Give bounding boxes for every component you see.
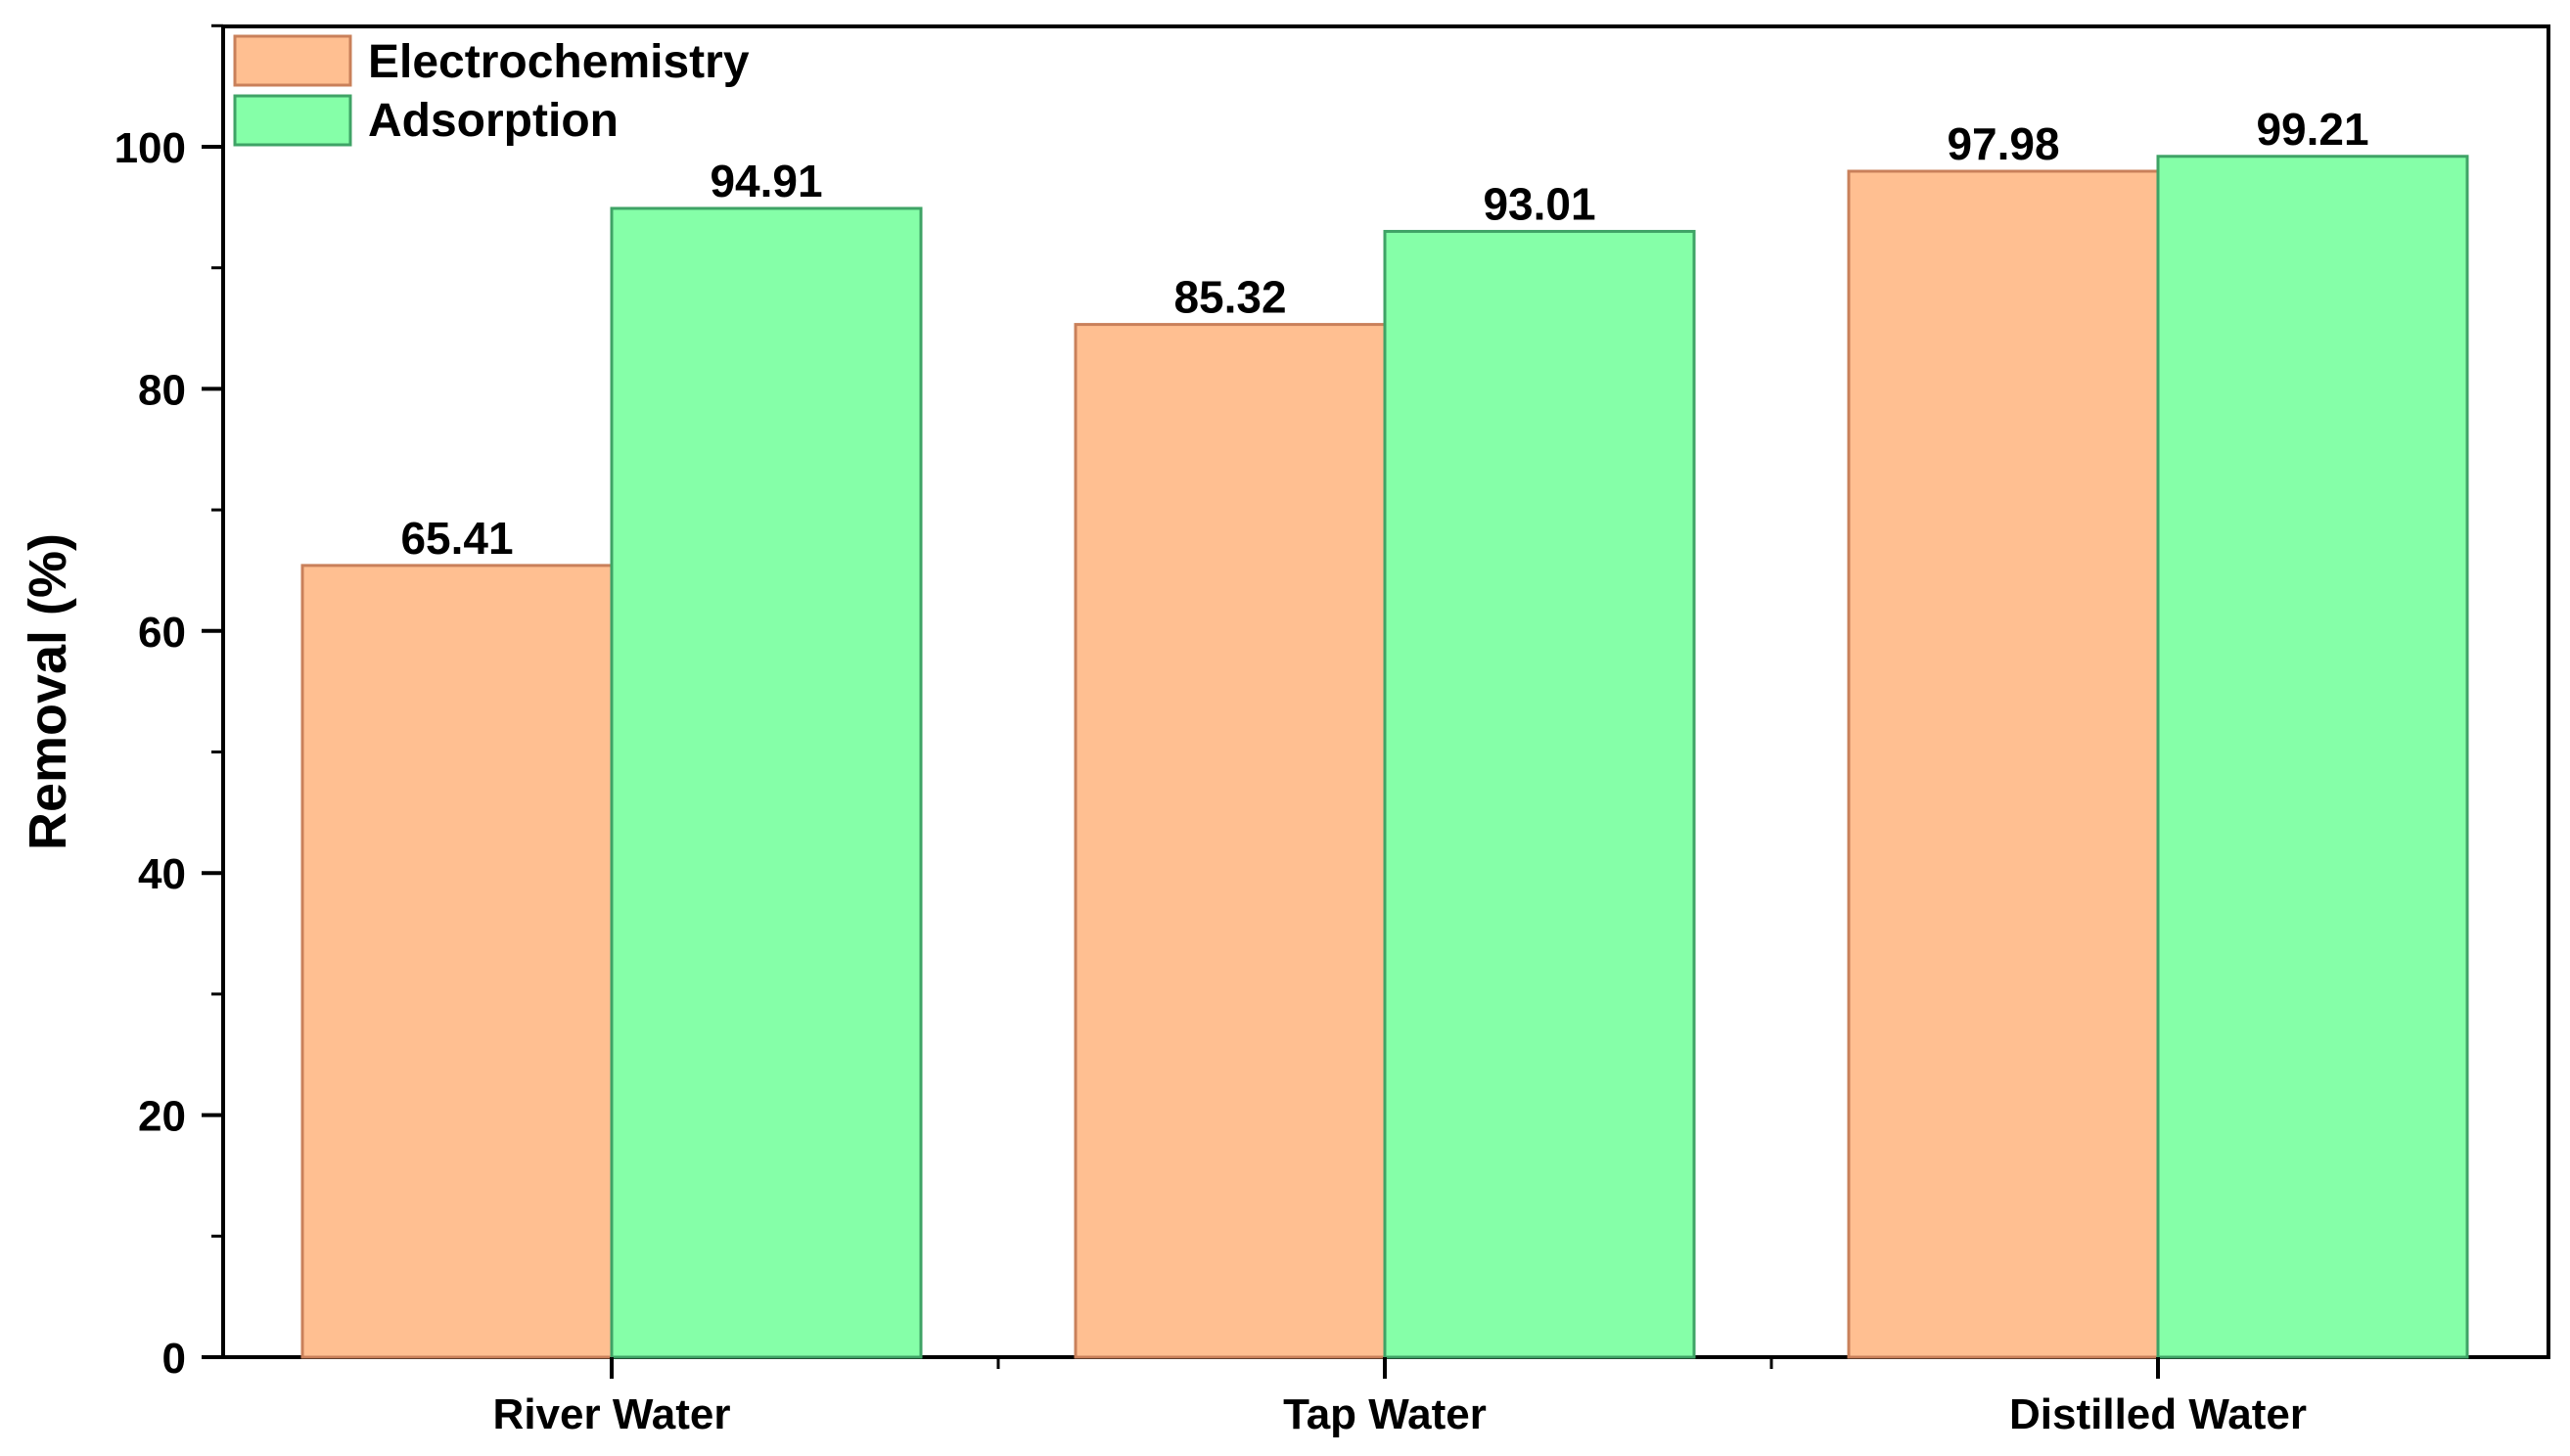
x-axis-ticks: River Water Tap Water Distilled Water	[493, 1357, 2307, 1438]
data-label: 94.91	[710, 156, 822, 206]
data-label: 85.32	[1173, 272, 1286, 323]
y-axis-title: Removal (%)	[19, 533, 77, 850]
data-label: 93.01	[1483, 178, 1595, 229]
bar-electrochemistry-distilled-water	[1847, 169, 2160, 1359]
data-label: 99.21	[2256, 104, 2368, 155]
legend-label-electrochemistry: Electrochemistry	[368, 36, 750, 88]
x-category-label: River Water	[493, 1390, 731, 1438]
legend-swatch-electrochemistry	[233, 34, 352, 87]
bar-adsorption-tap-water	[1383, 229, 1696, 1359]
bar-adsorption-distilled-water	[2156, 155, 2469, 1359]
legend-swatch-adsorption	[233, 94, 352, 147]
legend: Electrochemistry Adsorption	[233, 34, 750, 147]
y-tick-label: 100	[115, 124, 186, 172]
x-category-label: Tap Water	[1283, 1390, 1487, 1438]
bar-electrochemistry-river-water	[300, 564, 614, 1359]
bar-adsorption-river-water	[610, 206, 923, 1359]
y-tick-label: 20	[138, 1093, 186, 1141]
data-label: 97.98	[1947, 118, 2059, 169]
y-axis-ticks: 0 20 40 60 80 100	[115, 23, 223, 1383]
bar-electrochemistry-tap-water	[1074, 323, 1387, 1359]
y-tick-label: 40	[138, 850, 186, 898]
y-tick-label: 60	[138, 609, 186, 657]
legend-label-adsorption: Adsorption	[368, 95, 619, 147]
y-tick-label: 80	[138, 366, 186, 414]
x-category-label: Distilled Water	[2009, 1390, 2307, 1438]
bars: 65.41 85.32 97.98 94.91 93.01 99.21	[300, 104, 2469, 1359]
y-tick-label: 0	[162, 1335, 186, 1383]
data-label: 65.41	[400, 513, 513, 564]
